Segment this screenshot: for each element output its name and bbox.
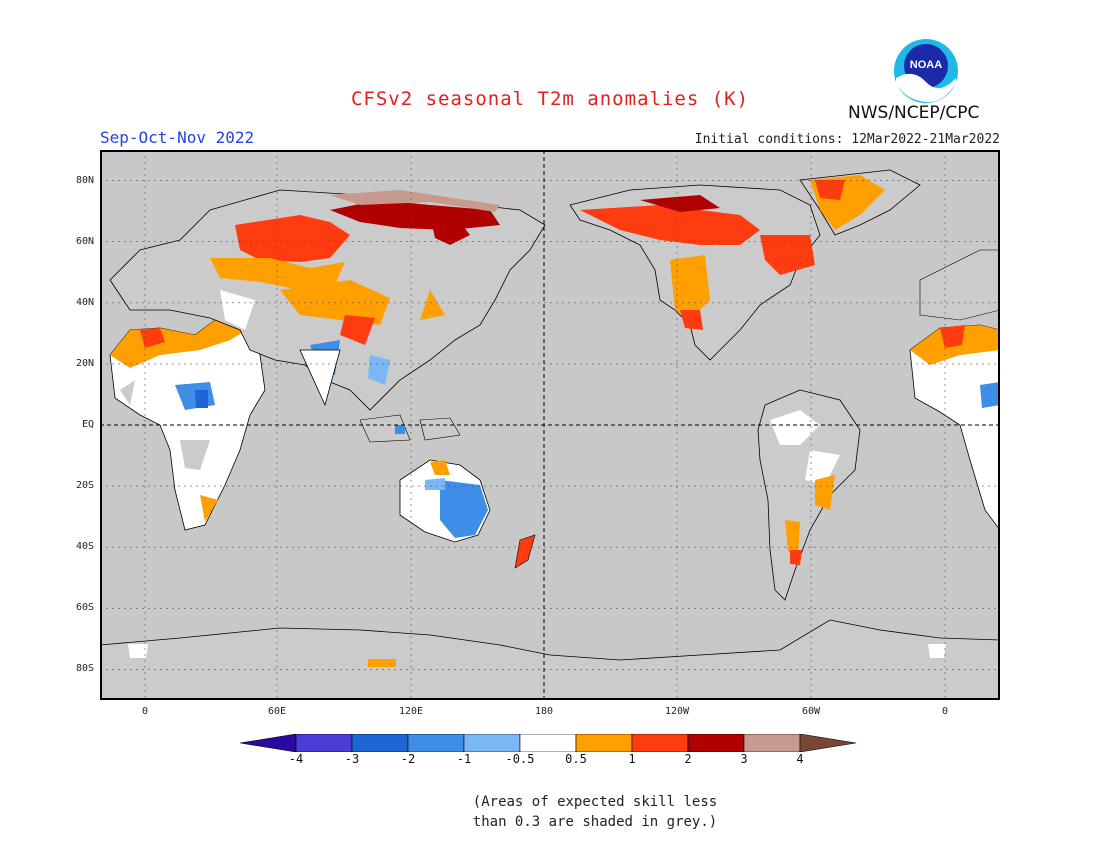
lon-label: 0: [141, 706, 149, 717]
colorbar: [240, 734, 857, 752]
lat-label: 60S: [75, 602, 94, 613]
lon-label: 180: [534, 706, 554, 717]
colorbar-segment: [407, 734, 465, 752]
colorbar-segment: [295, 734, 353, 752]
lat-label: 80S: [75, 663, 94, 674]
lat-label: 20N: [75, 358, 94, 369]
season-label: Sep-Oct-Nov 2022: [100, 128, 255, 147]
colorbar-label: -0.5: [505, 752, 535, 766]
colorbar-label: -2: [400, 752, 416, 766]
lat-label: 20S: [75, 480, 94, 491]
noaa-logo: NOAA: [894, 39, 958, 103]
lon-label: 120W: [664, 706, 690, 717]
colorbar-label: 4: [796, 752, 804, 766]
lat-label: 40N: [75, 297, 94, 308]
colorbar-label: 2: [684, 752, 692, 766]
eurasia-landmass: [109, 189, 546, 411]
graticule: [100, 150, 1000, 700]
initial-conditions-label: Initial conditions: 12Mar2022-21Mar2022: [694, 132, 1000, 147]
map-frame: [100, 150, 1000, 700]
colorbar-segment: [575, 734, 633, 752]
colorbar-segment: [351, 734, 409, 752]
lat-label: 80N: [75, 175, 94, 186]
lon-label: 60E: [267, 706, 287, 717]
lat-label: 40S: [75, 541, 94, 552]
colorbar-segment: [463, 734, 521, 752]
north-america-landmass: [569, 184, 821, 361]
colorbar-segment: [631, 734, 689, 752]
lon-label: 0: [941, 706, 949, 717]
australia-landmass: [399, 459, 491, 543]
colorbar-label: -3: [344, 752, 360, 766]
colorbar-label: -4: [288, 752, 304, 766]
lat-label: 60N: [75, 236, 94, 247]
new-zealand-landmass: [514, 534, 536, 569]
skill-note: (Areas of expected skill less than 0.3 a…: [0, 792, 1100, 832]
colorbar-label: -1: [456, 752, 472, 766]
colorbar-label: 3: [740, 752, 748, 766]
agency-label: NWS/NCEP/CPC: [848, 103, 980, 123]
colorbar-segment: [799, 734, 857, 752]
lon-label: 60W: [801, 706, 821, 717]
colorbar-segment: [240, 734, 297, 752]
antarctica-landmass: [99, 619, 1001, 701]
skill-note-line1: (Areas of expected skill less: [472, 794, 718, 810]
colorbar-label: 1: [628, 752, 636, 766]
colorbar-segment: [743, 734, 801, 752]
map-title: CFSv2 seasonal T2m anomalies (K): [350, 88, 750, 110]
colorbar-segment: [687, 734, 745, 752]
logo-text: NOAA: [910, 59, 942, 71]
map-panel: [99, 150, 1001, 701]
maritime-se-asia: [359, 414, 461, 443]
south-america-landmass: [757, 389, 861, 601]
colorbar-label: 0.5: [565, 752, 587, 766]
colorbar-segment: [519, 734, 577, 752]
lat-label: EQ: [81, 419, 94, 430]
greenland-landmass: [799, 169, 921, 236]
lon-label: 120E: [398, 706, 424, 717]
skill-note-line2: than 0.3 are shaded in grey.): [472, 814, 718, 830]
world-map: [99, 150, 1001, 701]
